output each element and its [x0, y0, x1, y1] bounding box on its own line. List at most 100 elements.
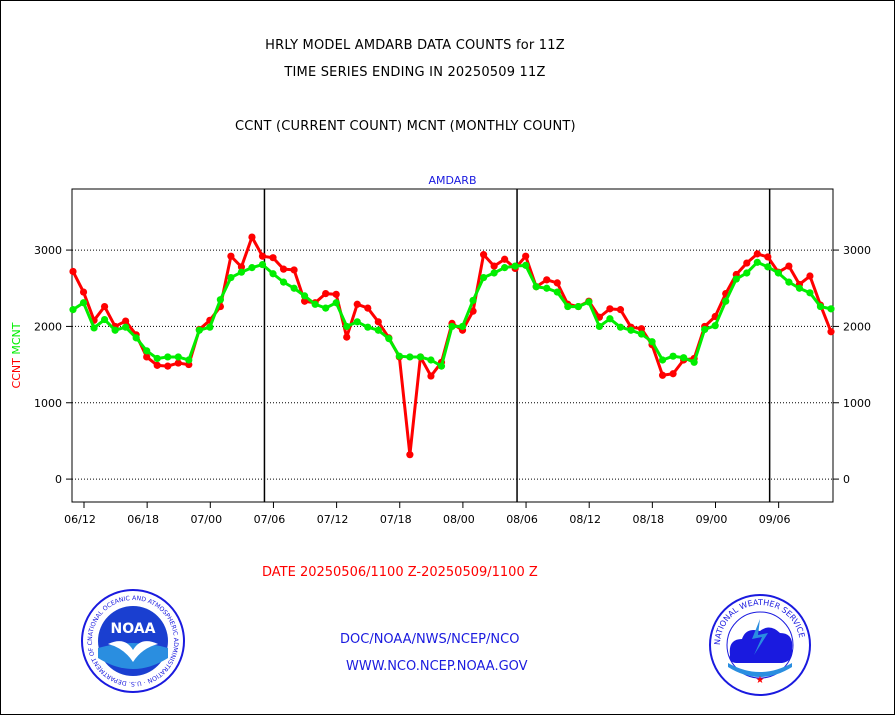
point-mcnt-62	[722, 297, 730, 305]
point-ccnt-51	[606, 305, 614, 313]
point-mcnt-3	[100, 315, 109, 324]
ytick-label-left-2000: 2000	[34, 320, 62, 333]
point-mcnt-44	[532, 283, 540, 291]
point-mcnt-67	[774, 269, 782, 277]
point-ccnt-26	[343, 333, 351, 341]
point-ccnt-20	[279, 265, 288, 273]
point-mcnt-65	[753, 258, 761, 266]
xtick-label-7: 08/06	[506, 513, 538, 526]
point-ccnt-38	[469, 307, 477, 315]
point-mcnt-5	[122, 323, 130, 331]
point-mcnt-16	[237, 268, 246, 276]
ytick-label-left-3000: 3000	[34, 244, 62, 257]
point-mcnt-39	[479, 273, 488, 282]
ytick-label-left-1000: 1000	[34, 397, 62, 410]
point-ccnt-9	[164, 362, 172, 370]
point-mcnt-23	[311, 300, 319, 308]
point-mcnt-25	[332, 299, 340, 307]
point-mcnt-51	[606, 315, 614, 323]
point-mcnt-45	[543, 284, 551, 292]
ytick-label-left-0: 0	[55, 473, 62, 486]
point-ccnt-46	[553, 279, 561, 287]
point-mcnt-35	[437, 362, 446, 370]
point-ccnt-24	[322, 289, 330, 298]
point-ccnt-8	[153, 361, 161, 369]
noaa-logo-text: NOAA	[111, 621, 156, 637]
ytick-label-right-3000: 3000	[843, 244, 871, 257]
point-mcnt-63	[732, 275, 740, 283]
point-ccnt-22	[301, 297, 309, 305]
svg-text:★: ★	[756, 675, 765, 686]
ytick-label-right-2000: 2000	[843, 320, 871, 333]
point-mcnt-13	[206, 323, 214, 331]
point-mcnt-19	[269, 270, 277, 278]
point-mcnt-9	[164, 353, 172, 361]
point-ccnt-17	[248, 233, 256, 241]
point-ccnt-64	[743, 259, 751, 267]
point-mcnt-17	[248, 264, 256, 272]
point-ccnt-65	[753, 250, 761, 258]
xtick-label-0: 06/12	[64, 513, 96, 526]
chart-title-line-2: TIME SERIES ENDING IN 20250509 11Z	[284, 65, 546, 80]
point-ccnt-15	[227, 252, 235, 260]
point-mcnt-56	[658, 356, 667, 364]
point-ccnt-43	[522, 252, 530, 260]
chart-title-line-1: HRLY MODEL AMDARB DATA COUNTS for 11Z	[265, 38, 565, 53]
point-mcnt-29	[374, 326, 382, 334]
plot-area	[71, 188, 834, 503]
point-mcnt-11	[185, 356, 193, 364]
point-mcnt-64	[743, 269, 751, 277]
point-mcnt-68	[785, 278, 793, 286]
point-ccnt-68	[785, 262, 793, 270]
nws-logo: ★ NATIONAL WEATHER SERVICE	[709, 594, 811, 696]
xtick-label-2: 07/00	[190, 513, 222, 526]
xtick-label-1: 06/18	[127, 513, 159, 526]
xtick-label-9: 08/18	[632, 513, 664, 526]
point-mcnt-47	[564, 302, 572, 311]
y-axis-label-mcnt: MCNT	[10, 322, 23, 358]
point-mcnt-27	[353, 318, 361, 326]
series-line-ccnt	[71, 235, 833, 457]
point-mcnt-66	[764, 263, 772, 271]
point-ccnt-41	[501, 255, 509, 263]
point-mcnt-0	[69, 306, 77, 314]
point-ccnt-25	[332, 290, 340, 298]
point-ccnt-66	[764, 253, 772, 261]
point-ccnt-21	[290, 266, 298, 274]
point-ccnt-34	[427, 372, 435, 380]
point-ccnt-56	[658, 371, 667, 379]
point-mcnt-8	[153, 354, 161, 363]
y-axis-label-ccnt: CCNT	[10, 358, 23, 389]
point-mcnt-72	[827, 305, 835, 313]
point-mcnt-58	[680, 354, 688, 362]
xtick-label-10: 09/00	[696, 513, 728, 526]
point-ccnt-18	[258, 252, 267, 260]
point-mcnt-24	[322, 304, 330, 312]
point-mcnt-4	[111, 326, 119, 334]
point-mcnt-2	[90, 324, 98, 332]
point-mcnt-42	[511, 262, 519, 270]
point-mcnt-36	[448, 322, 456, 331]
point-mcnt-32	[406, 353, 414, 361]
point-mcnt-38	[469, 296, 477, 305]
point-mcnt-1	[79, 299, 88, 307]
point-mcnt-7	[143, 347, 151, 355]
point-ccnt-57	[669, 370, 677, 378]
date-range-label: DATE 20250506/1100 Z-20250509/1100 Z	[262, 565, 538, 580]
website-url-text: WWW.NCO.NCEP.NOAA.GOV	[346, 659, 528, 674]
point-mcnt-54	[637, 330, 646, 338]
point-mcnt-34	[427, 356, 435, 364]
point-mcnt-30	[385, 335, 393, 343]
xtick-label-3: 07/06	[254, 513, 286, 526]
noaa-logo: NOAA NATIONAL OCEANIC AND ATMOSPHERIC AD…	[80, 588, 185, 693]
point-ccnt-27	[353, 300, 361, 308]
point-mcnt-60	[701, 325, 709, 334]
chart-subtitle: CCNT (CURRENT COUNT) MCNT (MONTHLY COUNT…	[235, 119, 576, 134]
point-mcnt-48	[574, 302, 582, 311]
point-ccnt-3	[100, 302, 109, 311]
point-mcnt-49	[585, 298, 593, 306]
point-ccnt-39	[479, 251, 488, 259]
point-mcnt-46	[553, 288, 561, 296]
point-mcnt-43	[522, 261, 530, 269]
point-mcnt-50	[595, 322, 603, 331]
